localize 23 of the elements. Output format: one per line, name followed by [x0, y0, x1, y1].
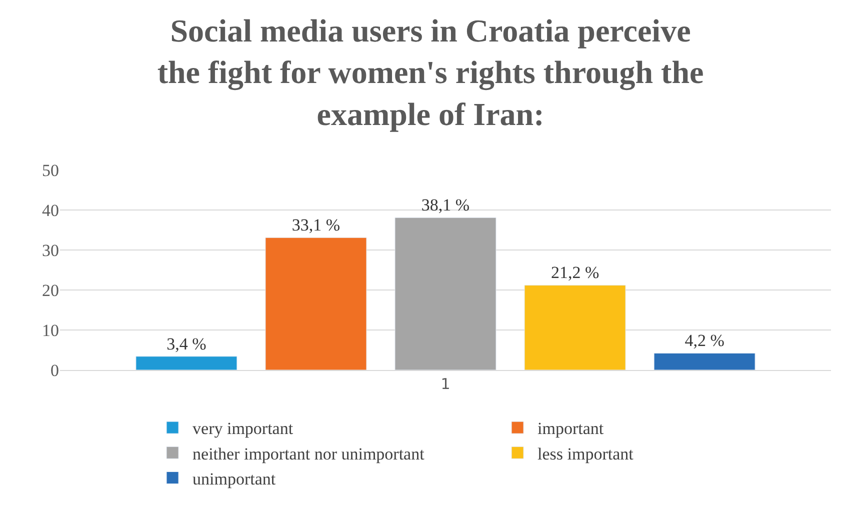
bar	[524, 284, 626, 370]
legend-label: important	[538, 419, 604, 438]
bar	[654, 352, 756, 370]
y-tick-label: 10	[42, 320, 59, 340]
legend-label: unimportant	[192, 469, 276, 488]
legend-label: very important	[192, 419, 294, 438]
bar	[265, 237, 367, 370]
x-tick-label: 1	[440, 375, 450, 393]
data-label: 3,4 %	[166, 334, 206, 354]
data-label: 38,1 %	[421, 196, 470, 215]
legend-label: less important	[538, 444, 634, 464]
chart-title: Social media users in Croatia perceive the fight for women's rights through the example of Iran:	[157, 12, 704, 132]
data-label: 4,2 %	[684, 331, 724, 350]
data-label: 21,2 %	[550, 263, 600, 282]
y-tick-label: 40	[42, 200, 59, 220]
y-tick-label: 20	[42, 280, 59, 300]
data-label: 33,1 %	[292, 216, 340, 235]
bar	[136, 356, 238, 370]
bar	[394, 217, 496, 370]
y-tick-label: 30	[42, 240, 59, 260]
legend-label: neither important nor unimportant	[192, 444, 425, 464]
y-tick-label: 0	[50, 360, 59, 380]
y-tick-label: 50	[42, 160, 59, 180]
